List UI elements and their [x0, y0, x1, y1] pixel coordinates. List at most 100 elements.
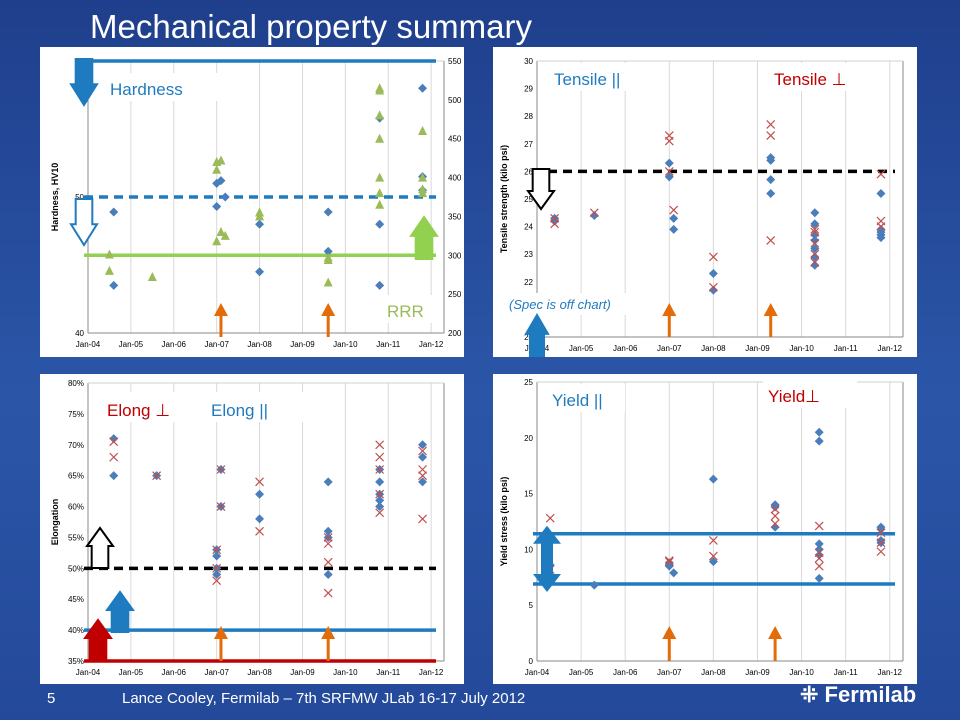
data-point-diamond	[323, 207, 333, 217]
data-point-triangle	[375, 133, 385, 143]
data-point-diamond	[589, 211, 599, 221]
x-tick-label: Jan-06	[162, 668, 187, 677]
hardness-chart: Jan-04 Jan-05 Jan-06 Jan-07 Jan-08 Jan-09 Jan-…	[50, 57, 482, 349]
y-tick-label: 50	[75, 193, 84, 202]
data-point-diamond	[323, 570, 333, 580]
yield-chart-panel: Jan-04 Jan-05 Jan-06 Jan-07 Jan-08 Jan-09 Jan-…	[493, 374, 917, 684]
data-point-diamond	[708, 285, 718, 295]
data-point-x	[212, 545, 222, 555]
data-point-x	[375, 452, 385, 462]
data-point-triangle	[375, 199, 385, 209]
data-point-diamond	[375, 219, 385, 229]
data-point-x	[418, 446, 427, 456]
x-tick-label: Jan-09	[290, 340, 315, 349]
data-point-x	[664, 556, 674, 565]
y2-tick-label: 250	[448, 290, 462, 299]
orange-arrow-2009-head	[321, 303, 336, 316]
data-point-diamond	[255, 267, 265, 277]
x-tick-label: Jan-06	[613, 344, 638, 353]
page-number: 5	[47, 690, 56, 707]
data-point-diamond	[708, 474, 718, 484]
rrr-annotation: RRR	[387, 302, 424, 321]
x-tick-label: Jan-08	[701, 668, 726, 677]
data-point-x	[810, 227, 820, 237]
x-tick-label: Jan-05	[569, 344, 594, 353]
data-point-triangle	[323, 277, 333, 287]
y-tick-label: 29	[524, 85, 533, 94]
x-tick-label: Jan-07	[657, 344, 682, 353]
data-point-x	[810, 249, 820, 259]
data-point-triangle	[418, 172, 428, 182]
data-point-diamond	[375, 477, 385, 487]
data-point-x	[375, 489, 385, 499]
x-tick-label: Jan-04	[76, 668, 101, 677]
data-point-x	[323, 539, 333, 549]
x-tick-label: Jan-10	[789, 668, 814, 677]
data-point-x	[216, 465, 226, 474]
y-tick-label: 65%	[68, 472, 84, 481]
data-point-x	[766, 131, 776, 140]
y-tick-label: 20	[524, 434, 533, 443]
y-tick-label: 10	[524, 545, 533, 554]
up-arrow-elong-perp-icon	[83, 618, 113, 661]
data-point-triangle	[220, 230, 230, 240]
tensile-perp-annotation-bg	[769, 63, 874, 91]
data-point-diamond	[814, 550, 824, 560]
data-point-diamond	[814, 573, 824, 583]
x-tick-label: Jan-10	[789, 344, 814, 353]
data-point-diamond	[255, 514, 265, 524]
orange-arrow-2009-head	[321, 626, 336, 639]
down-arrow-hardness-min-icon	[69, 198, 99, 247]
y2-tick-label: 450	[448, 135, 462, 144]
yield-par-annotation-bg	[547, 384, 625, 412]
data-point-diamond	[708, 269, 718, 279]
data-point-diamond	[212, 202, 222, 212]
x-tick-label: Jan-12	[419, 340, 444, 349]
data-point-x	[216, 502, 226, 511]
y-tick-label: 35%	[68, 657, 84, 666]
orange-arrow-2007-head	[213, 626, 228, 639]
x-tick-label: Jan-07	[204, 340, 229, 349]
data-point-triangle	[375, 110, 385, 120]
data-point-x	[810, 238, 820, 248]
footer-text: Lance Cooley, Fermilab – 7th SRFMW JLab …	[122, 690, 526, 707]
y-axis-title: Hardness, HV10	[50, 163, 60, 232]
data-point-diamond	[375, 280, 385, 290]
x-tick-label: Jan-07	[204, 668, 229, 677]
tensile-par-annotation-bg	[549, 63, 649, 91]
data-point-x	[109, 437, 119, 447]
y2-tick-label: 550	[448, 57, 462, 66]
data-point-diamond	[669, 213, 679, 223]
spec-note-bg	[507, 293, 657, 315]
y-axis-title: Tensile strength (kilo psi)	[499, 145, 509, 253]
data-point-diamond	[418, 440, 428, 450]
y-tick-label: 75%	[68, 410, 84, 419]
data-point-diamond	[375, 495, 385, 505]
data-point-x	[375, 508, 385, 518]
data-point-diamond	[375, 502, 385, 512]
orange-arrow-2009-head	[768, 626, 783, 639]
data-point-x	[323, 588, 333, 598]
fermilab-logo-text: Fermilab	[824, 682, 917, 707]
data-point-x	[876, 538, 886, 548]
y-tick-label: 5	[529, 601, 534, 610]
data-point-diamond	[669, 224, 679, 234]
data-point-x	[814, 553, 824, 563]
x-tick-label: Jan-09	[290, 668, 315, 677]
down-arrow-hardness-icon	[69, 58, 99, 107]
x-tick-label: Jan-11	[376, 668, 400, 677]
y-tick-label: 40%	[68, 626, 84, 635]
data-point-x	[876, 528, 886, 538]
data-point-x	[152, 471, 162, 481]
x-tick-label: Jan-04	[76, 340, 101, 349]
x-tick-label: Jan-07	[657, 668, 682, 677]
data-point-x	[375, 465, 385, 474]
data-point-diamond	[255, 219, 265, 229]
slide-title: Mechanical property summary	[90, 8, 532, 45]
x-tick-label: Jan-09	[745, 344, 770, 353]
data-point-x	[708, 282, 718, 292]
y-tick-label: 40	[75, 329, 84, 338]
hardness-chart-panel: Jan-04 Jan-05 Jan-06 Jan-07 Jan-08 Jan-09 Jan-…	[40, 47, 482, 357]
data-point-diamond	[418, 83, 428, 93]
x-tick-label: Jan-12	[878, 344, 903, 353]
